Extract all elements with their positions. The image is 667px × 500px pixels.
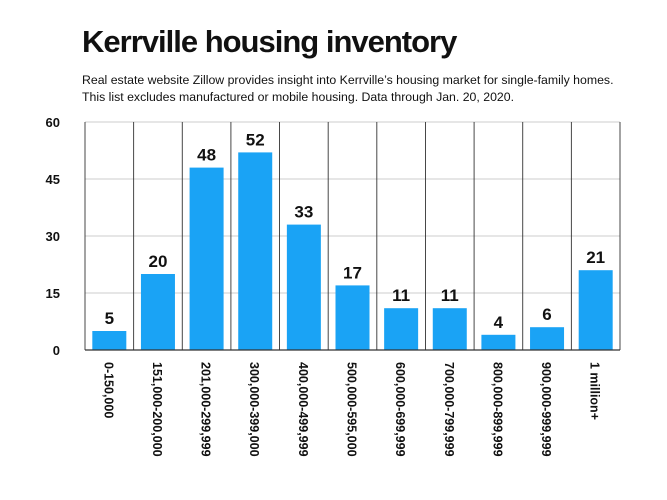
bar-3 bbox=[189, 167, 224, 350]
x-tick-label-2: 151,000-200,000 bbox=[150, 362, 164, 457]
chart-subtitle: Real estate website Zillow provides insi… bbox=[82, 72, 614, 106]
x-tick-label-5: 400,000-499,999 bbox=[296, 362, 310, 457]
bar-10 bbox=[530, 327, 565, 350]
data-label-8: 11 bbox=[441, 286, 459, 305]
bar-4 bbox=[238, 152, 273, 350]
subtitle-line-1: Real estate website Zillow provides insi… bbox=[82, 73, 614, 87]
bar-11 bbox=[578, 270, 613, 350]
x-tick-label-3: 201,000-299,999 bbox=[199, 362, 213, 457]
y-tick-label-45: 45 bbox=[46, 172, 60, 187]
bar-6 bbox=[335, 285, 370, 350]
data-label-3: 48 bbox=[197, 146, 216, 165]
chart-title: Kerrville housing inventory bbox=[82, 24, 457, 59]
bar-1 bbox=[92, 331, 127, 350]
x-tick-label-11: 1 million+ bbox=[588, 362, 602, 420]
y-tick-label-15: 15 bbox=[46, 286, 60, 301]
x-tick-label-6: 500,000-595,000 bbox=[345, 362, 359, 457]
x-tick-label-9: 800,000-899,999 bbox=[490, 362, 504, 457]
x-tick-label-4: 300,000-399,000 bbox=[247, 362, 261, 457]
data-label-6: 17 bbox=[343, 263, 362, 282]
x-tick-label-10: 900,000-999,999 bbox=[539, 362, 553, 457]
data-label-4: 52 bbox=[246, 130, 265, 149]
data-label-9: 4 bbox=[494, 313, 504, 332]
data-label-7: 11 bbox=[392, 286, 410, 305]
bar-7 bbox=[384, 308, 419, 350]
x-tick-label-7: 600,000-699,999 bbox=[393, 362, 407, 457]
x-tick-label-8: 700,000-799,999 bbox=[442, 362, 456, 457]
bar-8 bbox=[432, 308, 467, 350]
y-tick-label-30: 30 bbox=[46, 229, 60, 244]
data-label-11: 21 bbox=[586, 248, 605, 267]
bar-2 bbox=[140, 274, 175, 350]
subtitle-line-2: This list excludes manufactured or mobil… bbox=[82, 90, 515, 104]
data-label-1: 5 bbox=[105, 309, 114, 328]
y-tick-label-0: 0 bbox=[53, 343, 60, 358]
x-tick-label-1: 0-150,000 bbox=[101, 362, 115, 418]
data-label-10: 6 bbox=[542, 305, 551, 324]
y-tick-label-60: 60 bbox=[46, 115, 60, 130]
data-label-5: 33 bbox=[294, 203, 313, 222]
data-label-2: 20 bbox=[148, 252, 167, 271]
bar-5 bbox=[286, 224, 321, 350]
bar-9 bbox=[481, 334, 516, 350]
